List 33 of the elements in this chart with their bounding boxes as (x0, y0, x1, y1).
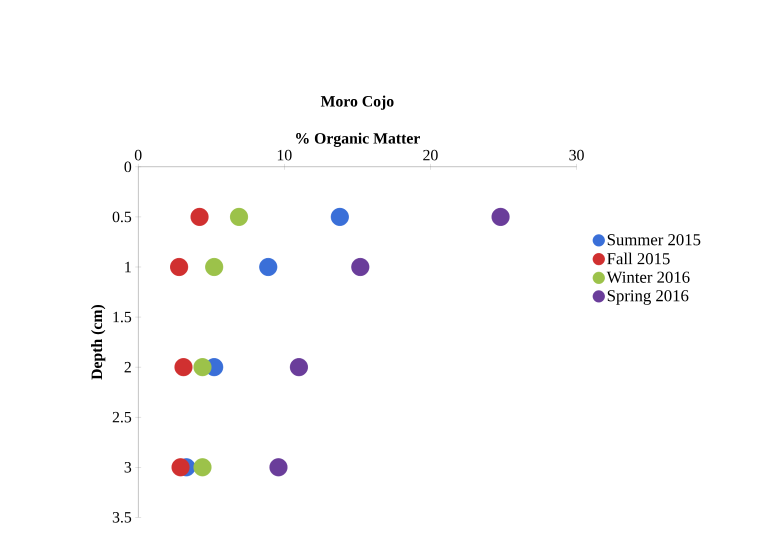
point (259, 258, 278, 276)
point (170, 258, 188, 276)
y-tick-label: 2.5 (112, 412, 132, 423)
x-tick-label: 30 (569, 150, 584, 160)
chart-title: Moro Cojo (320, 96, 394, 110)
legend-label: Fall 2015 (607, 252, 670, 264)
y-tick-label: 3.5 (112, 512, 132, 523)
point (171, 458, 190, 476)
y-tick-label: 1 (125, 262, 131, 272)
y-tick-label: 1.5 (113, 312, 132, 322)
point (193, 458, 212, 476)
point (269, 458, 288, 476)
legend-label: Summer 2015 (608, 234, 700, 246)
x-tick-label: 0 (134, 150, 142, 160)
y-axis-title: Depth (cm) (91, 305, 106, 380)
point (174, 358, 193, 376)
point (193, 358, 212, 376)
x-axis-title: % Organic Matter (296, 132, 420, 148)
point (190, 208, 209, 226)
x-tick-label: 10 (278, 150, 292, 160)
point (290, 358, 308, 376)
y-tick-label: 0 (124, 162, 132, 172)
point (330, 208, 349, 226)
y-tick-label: 0.5 (112, 212, 132, 222)
x-tick-label: 20 (423, 150, 438, 160)
legend-label: Spring 2016 (608, 290, 688, 305)
y-tick-label: 2 (124, 362, 131, 372)
point (205, 258, 224, 276)
point (351, 258, 370, 276)
point (230, 208, 248, 226)
legend-label: Winter 2016 (606, 272, 690, 283)
point (491, 208, 510, 226)
y-tick-label: 3 (124, 462, 132, 473)
